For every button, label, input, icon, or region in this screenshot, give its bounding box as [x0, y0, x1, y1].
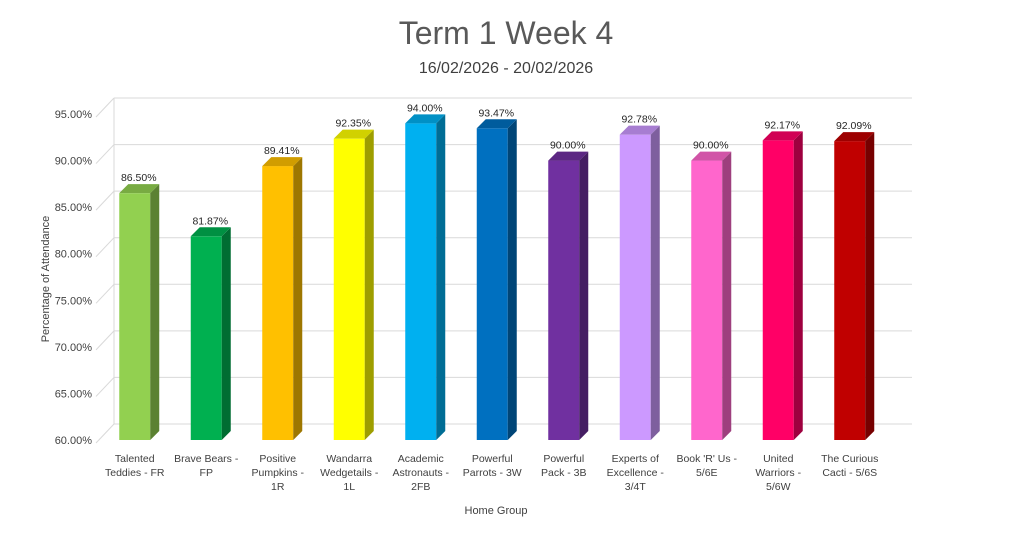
category-label: Powerful Pack - 3B	[541, 453, 587, 479]
y-tick-label: 85.00%	[55, 202, 93, 214]
data-label: 92.17%	[764, 119, 800, 131]
gridline-diagonal	[95, 190, 115, 211]
y-tick-label: 95.00%	[55, 109, 93, 121]
bar-top	[190, 227, 231, 237]
bar	[190, 227, 231, 440]
gridline-diagonal	[95, 377, 115, 397]
bar-side	[793, 131, 803, 440]
y-tick-label: 75.00%	[55, 295, 93, 307]
gridline-diagonal	[95, 330, 115, 351]
gridline-diagonal	[95, 97, 115, 118]
data-label: 90.00%	[693, 140, 729, 152]
gridline-diagonal	[95, 237, 115, 258]
bar-side	[436, 114, 446, 441]
bar-side	[865, 132, 875, 441]
bar-front	[548, 160, 580, 441]
data-label: 94.00%	[407, 102, 443, 114]
bar-top	[619, 125, 660, 135]
bar-front	[262, 166, 294, 440]
bar	[333, 129, 374, 440]
bar	[119, 184, 160, 440]
bar-front	[333, 138, 365, 440]
category-label: Positive Pumpkins -1R	[251, 453, 304, 493]
bar-side	[579, 151, 589, 441]
x-axis-title: Home Group	[465, 505, 528, 517]
bar	[691, 151, 732, 441]
bar-side	[650, 125, 660, 441]
data-label: 86.50%	[121, 172, 157, 184]
bar	[405, 114, 446, 441]
data-label: 89.41%	[264, 145, 300, 157]
bar-side	[150, 184, 160, 440]
bar-side	[293, 157, 303, 440]
data-label: 92.78%	[621, 114, 657, 126]
category-label: Book 'R' Us -5/6E	[676, 453, 737, 479]
data-label: 90.00%	[550, 140, 586, 152]
data-labels: 86.50% 81.87% 89.41% 92.35% 94.00% 93.47% 90.0…	[121, 102, 872, 227]
chart-subtitle: 16/02/2026 - 20/02/2026	[419, 60, 593, 77]
category-label: United Warriors -5/6W	[755, 453, 801, 493]
bar-top	[476, 119, 517, 129]
bar-top	[834, 132, 875, 142]
bar-front	[405, 123, 437, 441]
bar	[619, 125, 660, 441]
category-label: Powerful Parrots - 3W	[463, 453, 522, 479]
bar-front	[834, 141, 866, 441]
bar-top	[119, 184, 160, 194]
y-tick-label: 65.00%	[55, 388, 93, 400]
category-label: The Curious Cacti - 5/6S	[821, 453, 878, 479]
bar-side	[507, 119, 517, 440]
category-label: Brave Bears -FP	[174, 453, 239, 479]
bar-top	[333, 129, 374, 139]
bar-side	[722, 151, 732, 441]
category-label: Talented Teddies - FR	[105, 453, 165, 479]
bar	[762, 131, 803, 440]
bar	[548, 151, 589, 441]
y-tick-label: 60.00%	[55, 435, 93, 447]
bar-front	[691, 160, 723, 441]
bar	[262, 157, 303, 440]
data-label: 81.87%	[192, 215, 228, 227]
bar-side	[221, 227, 231, 440]
y-axis-title: Percentage of Attendance	[40, 216, 52, 343]
bar-front	[476, 128, 508, 440]
bar-top	[762, 131, 803, 141]
category-label: Academic Astronauts -2FB	[392, 453, 449, 493]
category-label: Experts of Excellence -3/4T	[607, 453, 665, 493]
bars	[119, 114, 875, 441]
bar-top	[691, 151, 732, 161]
bar	[476, 119, 517, 440]
y-tick-label: 70.00%	[55, 342, 93, 354]
data-label: 93.47%	[478, 107, 514, 119]
y-tick-label: 80.00%	[55, 249, 93, 261]
bar-front	[119, 193, 151, 440]
data-label: 92.35%	[335, 118, 371, 130]
bar	[834, 132, 875, 441]
bar-front	[762, 140, 794, 440]
y-tick-label: 90.00%	[55, 156, 93, 168]
bar-side	[364, 129, 374, 440]
y-axis-ticks: 60.00% 65.00% 70.00% 75.00% 80.00% 85.00% 90.0…	[55, 109, 93, 447]
chart-title: Term 1 Week 4	[399, 15, 614, 51]
bar-front	[619, 134, 651, 440]
category-label: Wandarra Wedgetails -1L	[320, 453, 379, 493]
x-axis-categories: Talented Teddies - FR Brave Bears -FP Posit…	[105, 453, 878, 493]
bar-top	[548, 151, 589, 161]
bar-top	[262, 157, 303, 167]
gridline-diagonal	[95, 283, 115, 304]
gridline-diagonal	[95, 144, 115, 164]
bar-front	[190, 236, 222, 440]
data-label: 92.09%	[836, 120, 872, 132]
bar-top	[405, 114, 446, 124]
gridline-diagonal	[95, 423, 115, 444]
